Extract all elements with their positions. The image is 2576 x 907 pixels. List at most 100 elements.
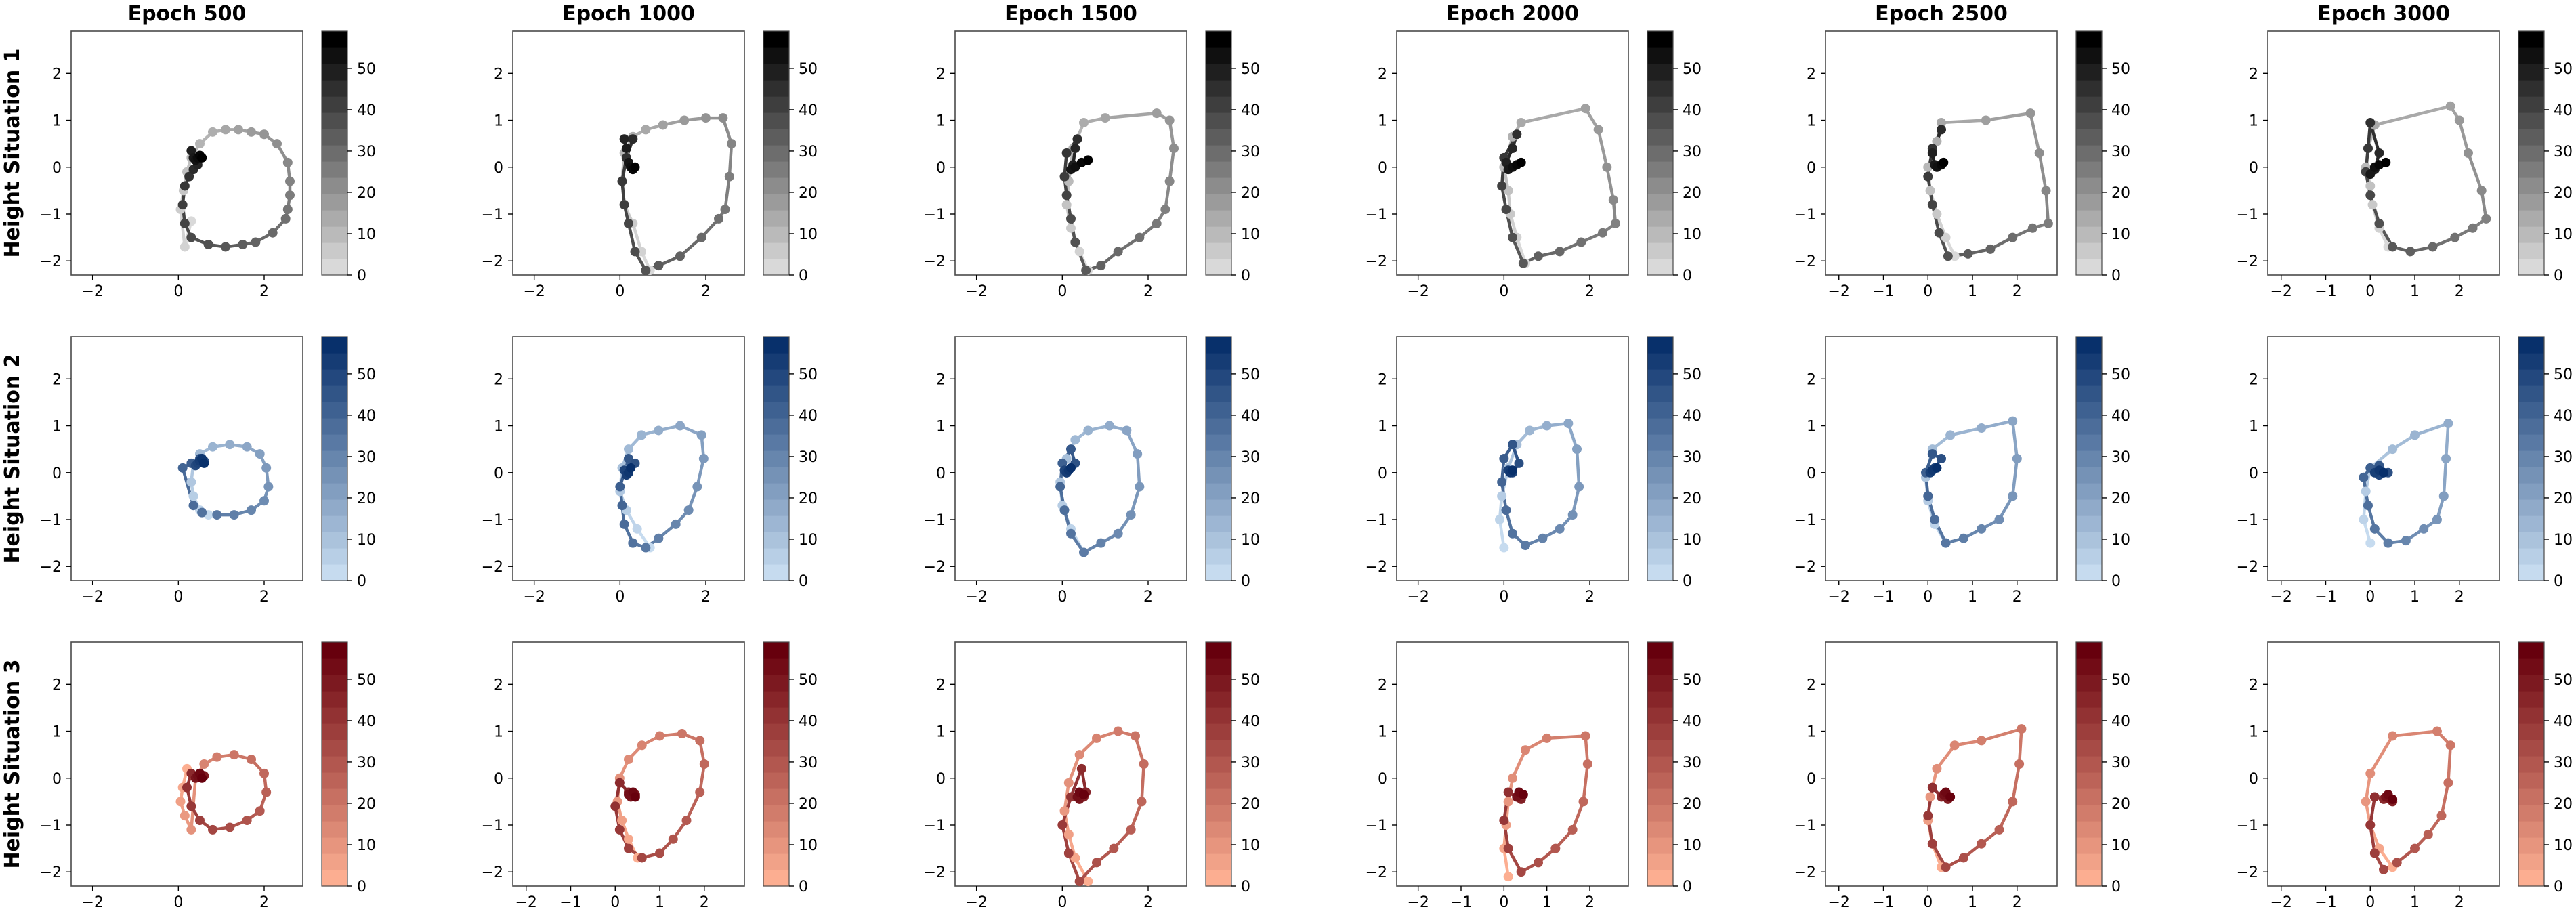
trajectory-segment [1129,485,1141,517]
colorbar-level [763,177,789,194]
trajectory-point [1608,195,1618,205]
colorbar-tick-label: 0 [1683,268,1692,284]
trajectory-point [727,139,736,149]
colorbar-level [763,548,789,565]
y-tick-label: 1 [52,419,62,436]
colorbar-level [763,242,789,259]
y-tick-label: −1 [1366,818,1387,835]
trajectory-point [1958,853,1968,863]
y-tick-label: −1 [2237,512,2258,529]
trajectory-point [2363,501,2373,511]
colorbar-frame [763,641,790,887]
trajectory-point [1939,157,1949,167]
x-tick-label: −2 [515,894,537,907]
trajectory-point [2450,232,2460,242]
trajectory-point [614,824,625,835]
colorbar-level [2076,821,2102,838]
y-tick-label: 1 [52,113,62,130]
colorbar-level [1647,242,1673,259]
trajectory-point [1501,205,1511,215]
y-tick-label: −1 [2237,207,2258,224]
colorbar-level [1206,483,1231,500]
trajectory-point [1063,829,1074,839]
colorbar: 0 10 20 30 40 50 [2518,336,2573,590]
trajectory-point [1074,877,1084,887]
trajectory-point [1574,482,1584,492]
colorbar-tick-label: 50 [1241,672,1260,689]
trajectory-point [1066,223,1076,233]
trajectory-segment [698,762,706,794]
trajectory-point [1070,144,1080,154]
trajectory-point [1572,444,1582,455]
trajectory-segment [2444,421,2450,461]
y-tick-label: 0 [2249,160,2258,177]
trajectory-point [197,773,207,783]
trajectory-point [1070,237,1080,247]
x-tick-label: 0 [1057,283,1067,300]
x-tick-label: −2 [1407,894,1429,907]
colorbar-level [322,177,347,194]
y-tick-label: 2 [1807,371,1816,388]
trajectory-point [2432,726,2442,736]
y-tick-label: 1 [52,724,62,741]
colorbar: 0 10 20 30 40 50 [1647,30,1702,284]
y-tick-label: 1 [936,113,946,130]
trajectory-segment [2364,772,2372,803]
trajectory-segment [2369,194,2381,226]
x-tick-label: −1 [2315,283,2336,300]
trajectory-point [1508,144,1517,154]
trajectory-point [180,181,190,191]
colorbar-level [2518,532,2544,549]
trajectory-point [2438,491,2449,501]
trajectory-point [225,822,235,832]
colorbar-tick-label: 0 [357,879,366,895]
colorbar-level [1206,499,1231,516]
trajectory-point [1563,419,1574,429]
x-tick-label: 2 [701,589,711,606]
colorbar-tick-label: 30 [1241,144,1260,161]
trajectory-segment [1571,485,1581,517]
colorbar-level [2518,837,2544,854]
colorbar-tick-label: 40 [1683,713,1702,730]
y-tick-label: −1 [1794,207,1816,224]
trajectory-point [720,205,730,215]
colorbar-tick-label: 30 [1241,449,1260,466]
colorbar-tick-label: 0 [1683,879,1692,895]
colorbar-level [1647,80,1673,97]
x-tick-label: −2 [1828,283,1850,300]
colorbar-tick-label: 20 [2111,796,2130,813]
colorbar-level [2076,369,2102,386]
trajectory-point [2392,858,2402,868]
colorbar-level [2076,353,2102,370]
trajectory-point [259,129,269,140]
colorbar-level [1647,772,1673,789]
trajectory-segment [1074,240,1088,272]
colorbar-level [322,434,347,451]
trajectory-point [1977,736,1987,746]
trajectory-point [2365,181,2376,191]
colorbar: 0 10 20 30 40 50 [321,30,376,284]
trajectory-point [1105,421,1114,431]
colorbar-tick-label: 0 [799,268,808,284]
colorbar-level [1206,723,1231,740]
trajectory-point [2008,232,2018,242]
x-tick-label: 0 [173,894,183,907]
y-tick-label: −2 [40,559,62,576]
x-tick-label: 2 [1585,589,1595,606]
colorbar-level [322,740,347,757]
trajectory-point [2443,778,2453,788]
trajectory-point [1508,440,1517,450]
x-tick-label: −1 [2315,589,2336,606]
trajectory-point [1126,824,1136,835]
trajectory-point [261,787,272,797]
colorbar-level [2518,418,2544,435]
colorbar-level [1206,337,1231,354]
trajectory-point [683,505,694,515]
x-tick-label: −2 [2271,894,2292,907]
trajectory-point [1508,773,1517,783]
colorbar-level [322,658,347,675]
trajectory-point [1977,423,1987,433]
trajectory-point [641,125,651,135]
